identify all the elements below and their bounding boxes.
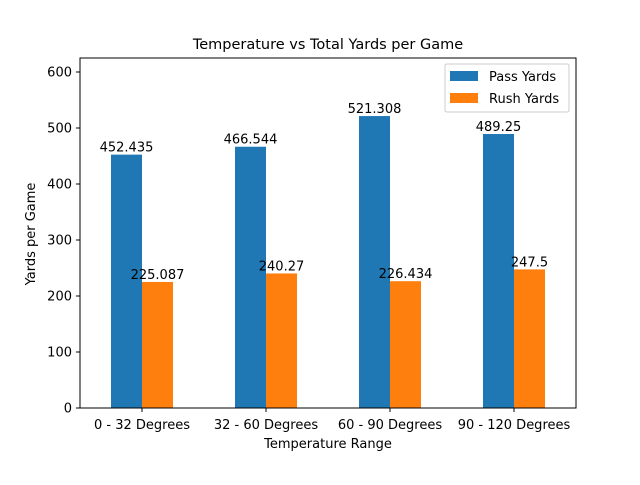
y-tick-label-1: 100: [47, 346, 72, 361]
x-tick-label-0: 0 - 32 Degrees: [94, 418, 190, 433]
bar-rush-0: [142, 281, 173, 408]
y-axis-label: Yards per Game: [24, 183, 39, 287]
data-label-rush-0: 225.087: [131, 268, 185, 283]
y-tick-label-0: 0: [64, 402, 72, 417]
y-axis-ticks: 0 100 200 300 400 500 600: [47, 66, 80, 417]
plot-frame: [79, 57, 577, 409]
legend-swatch-rush: [450, 93, 478, 103]
data-label-rush-1: 240.27: [259, 259, 305, 274]
plot-area: 452.435 466.544 521.308 489.25 225.087 240.27…: [79, 57, 577, 409]
bar-pass-3: [483, 134, 514, 408]
data-label-rush-3: 247.5: [511, 255, 548, 270]
legend-label-rush: Rush Yards: [489, 92, 559, 107]
data-label-pass-2: 521.308: [348, 102, 402, 117]
data-label-pass-1: 466.544: [224, 133, 278, 148]
y-tick-label-5: 500: [47, 122, 72, 137]
data-label-pass-3: 489.25: [476, 120, 522, 135]
data-label-rush-2: 226.434: [379, 267, 433, 282]
x-tick-label-1: 32 - 60 Degrees: [214, 418, 318, 433]
legend: Pass Yards Rush Yards: [444, 63, 570, 113]
bar-rush-2: [390, 281, 421, 408]
x-tick-label-3: 90 - 120 Degrees: [458, 418, 571, 433]
legend-label-pass: Pass Yards: [489, 70, 556, 85]
bar-pass-2: [359, 116, 390, 409]
x-tick-label-2: 60 - 90 Degrees: [338, 418, 442, 433]
y-tick-label-6: 600: [47, 66, 72, 81]
y-tick-label-2: 200: [47, 290, 72, 305]
bar-pass-0: [111, 154, 142, 408]
y-tick-label-3: 300: [47, 234, 72, 249]
y-tick-label-4: 400: [47, 178, 72, 193]
bar-rush-1: [266, 273, 297, 408]
chart-title: Temperature vs Total Yards per Game: [192, 37, 463, 53]
x-axis-ticks: 0 - 32 Degrees 32 - 60 Degrees 60 - 90 Deg…: [94, 408, 570, 433]
bar-pass-1: [235, 146, 266, 409]
bar-rush-3: [514, 269, 545, 408]
data-label-pass-0: 452.435: [100, 141, 154, 156]
legend-swatch-pass: [450, 71, 478, 81]
x-axis-label: Temperature Range: [263, 437, 392, 452]
